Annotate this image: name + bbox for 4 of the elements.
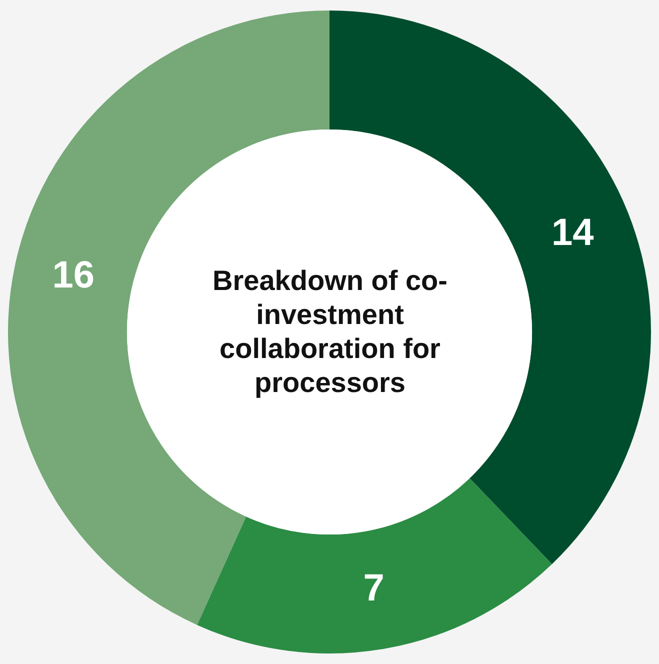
data-label: 16 bbox=[52, 254, 94, 296]
text: Breakdown of co-investment collaboration for processors bbox=[212, 265, 448, 398]
data-label: 7 bbox=[363, 568, 384, 610]
data-label: 14 bbox=[551, 212, 594, 254]
